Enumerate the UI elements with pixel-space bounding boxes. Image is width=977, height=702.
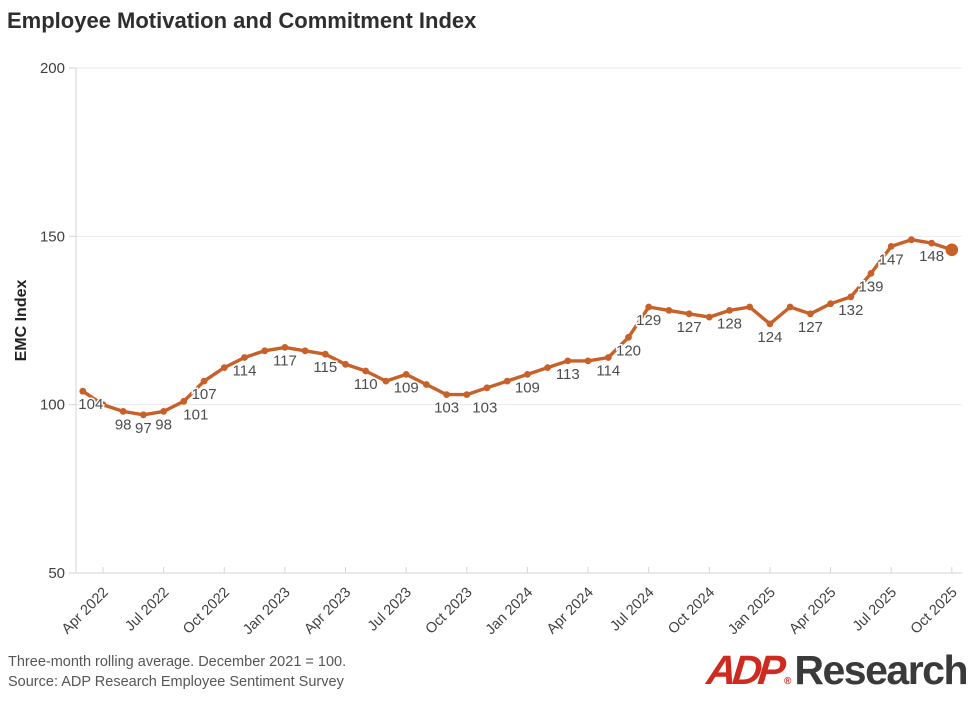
svg-text:107: 107: [192, 386, 217, 403]
svg-text:115: 115: [313, 359, 337, 376]
svg-text:147: 147: [879, 251, 904, 268]
svg-text:114: 114: [233, 363, 257, 380]
svg-text:109: 109: [515, 379, 540, 396]
svg-text:97: 97: [135, 420, 152, 437]
logo-research-text: Research: [794, 647, 968, 693]
chart-footnote: Three-month rolling average. December 20…: [8, 652, 346, 692]
svg-text:50: 50: [48, 565, 65, 582]
svg-text:100: 100: [40, 397, 65, 414]
svg-text:200: 200: [40, 60, 65, 77]
svg-text:Apr 2025: Apr 2025: [786, 585, 839, 638]
svg-text:Oct 2024: Oct 2024: [665, 585, 718, 638]
svg-text:Jul 2024: Jul 2024: [607, 585, 657, 635]
page-title: Employee Motivation and Commitment Index: [7, 8, 477, 33]
svg-text:117: 117: [273, 352, 297, 369]
footnote-line1: Three-month rolling average. December 20…: [8, 654, 347, 670]
svg-text:139: 139: [858, 278, 883, 295]
svg-text:129: 129: [636, 312, 661, 329]
svg-text:Jul 2023: Jul 2023: [365, 585, 415, 635]
svg-text:104: 104: [78, 396, 103, 413]
svg-text:124: 124: [757, 329, 782, 346]
svg-text:101: 101: [183, 406, 208, 423]
svg-text:Apr 2023: Apr 2023: [301, 585, 354, 638]
svg-text:Jul 2022: Jul 2022: [122, 585, 172, 635]
svg-text:98: 98: [155, 416, 172, 433]
svg-text:Apr 2024: Apr 2024: [544, 585, 597, 638]
svg-text:150: 150: [40, 228, 65, 245]
registered-trademark-icon: ®: [784, 676, 792, 687]
svg-text:Apr 2022: Apr 2022: [59, 585, 112, 638]
footnote-line2: Source: ADP Research Employee Sentiment …: [8, 674, 344, 690]
svg-text:103: 103: [434, 400, 459, 417]
svg-text:Jan 2025: Jan 2025: [725, 585, 779, 639]
adp-research-logo: ADP ® Research: [705, 647, 968, 693]
svg-text:127: 127: [798, 319, 823, 336]
svg-text:128: 128: [717, 315, 742, 332]
svg-text:Oct 2023: Oct 2023: [423, 585, 476, 638]
svg-text:103: 103: [472, 400, 497, 417]
svg-text:EMC Index: EMC Index: [13, 280, 30, 362]
svg-text:109: 109: [394, 379, 419, 396]
svg-text:Jan 2024: Jan 2024: [483, 585, 537, 639]
svg-text:120: 120: [616, 342, 641, 359]
svg-text:110: 110: [354, 376, 378, 393]
svg-text:113: 113: [556, 366, 580, 383]
svg-text:114: 114: [596, 363, 620, 380]
svg-text:Oct 2022: Oct 2022: [180, 585, 233, 638]
line-chart-container: 200 150 100 50 Apr 2022 Jul 2022 Oct 2022 Jan 2…: [13, 60, 962, 639]
svg-text:98: 98: [115, 416, 132, 433]
svg-text:127: 127: [677, 319, 702, 336]
svg-text:Jul 2025: Jul 2025: [850, 585, 900, 635]
svg-text:Oct 2025: Oct 2025: [908, 585, 961, 638]
svg-text:Jan 2023: Jan 2023: [240, 585, 294, 639]
svg-text:148: 148: [919, 248, 944, 265]
adp-logo-mark: ADP: [705, 647, 785, 693]
svg-text:132: 132: [838, 302, 863, 319]
